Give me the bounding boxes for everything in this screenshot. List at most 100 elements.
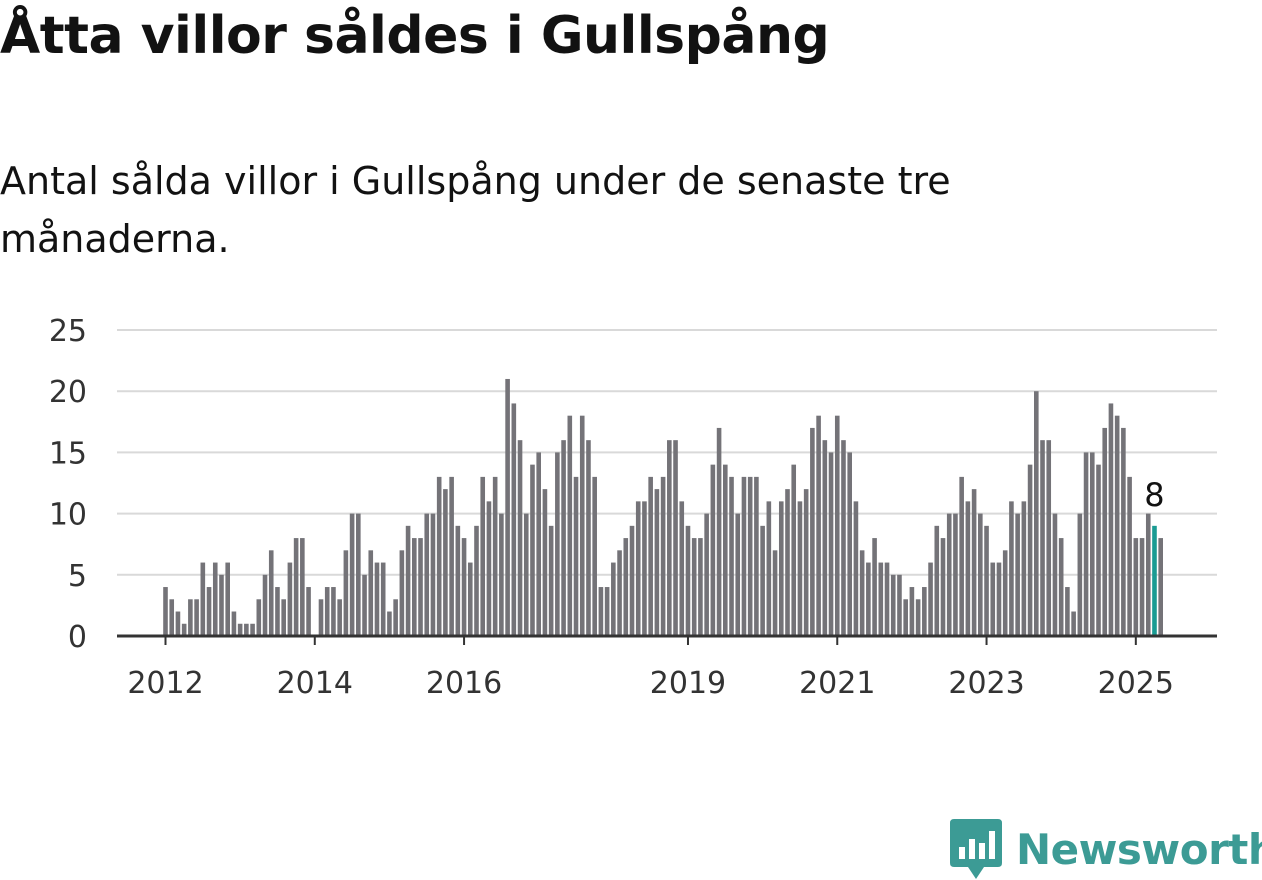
bar [206, 587, 212, 636]
bar [984, 525, 989, 636]
bar [729, 476, 734, 636]
bar [778, 501, 784, 636]
bar [163, 587, 168, 636]
bar [735, 513, 741, 636]
bar [219, 574, 224, 636]
bar [685, 525, 691, 636]
bar [841, 440, 846, 636]
x-tick-label: 2014 [277, 666, 353, 701]
bar [903, 599, 908, 636]
bar [1052, 513, 1058, 636]
bar [499, 513, 504, 636]
bar [909, 587, 915, 636]
bar [710, 464, 716, 636]
highlight-value-label: 8 [1144, 476, 1164, 514]
bar [424, 513, 430, 636]
bar [530, 464, 535, 636]
bar [1114, 415, 1120, 636]
bar [1040, 440, 1045, 636]
bar [362, 574, 367, 636]
bar [523, 513, 529, 636]
bar [548, 525, 554, 636]
bar [467, 562, 473, 636]
bar [511, 403, 517, 636]
bar [940, 538, 946, 636]
bar [915, 599, 921, 636]
bar [430, 513, 436, 636]
y-tick-label: 15 [49, 436, 87, 471]
highlight-label-group: 8 [1140, 472, 1168, 518]
bar [978, 513, 983, 636]
bar [212, 562, 218, 636]
bar [1009, 501, 1014, 636]
bar [598, 587, 604, 636]
bar [268, 550, 274, 636]
bar [542, 489, 548, 636]
y-tick-label: 20 [49, 375, 87, 410]
bar [356, 513, 361, 636]
bar [953, 513, 958, 636]
bar [374, 562, 380, 636]
bar [343, 550, 349, 636]
bar [443, 489, 448, 636]
bar [256, 599, 262, 636]
bar [723, 464, 728, 636]
bar [1046, 440, 1052, 636]
bar [349, 513, 355, 636]
bar [505, 378, 510, 636]
y-tick-label: 0 [68, 620, 87, 655]
bar [635, 501, 641, 636]
bar [1121, 427, 1126, 636]
bar [331, 587, 336, 636]
bar [691, 538, 697, 636]
bar [412, 538, 417, 636]
bar [660, 476, 666, 636]
bar [872, 538, 877, 636]
bar [866, 562, 871, 636]
bar [592, 476, 597, 636]
bar [181, 623, 187, 636]
bar [934, 525, 940, 636]
bar [1002, 550, 1008, 636]
bar [959, 476, 964, 636]
bar [741, 476, 747, 636]
x-tick-label: 2023 [948, 666, 1024, 701]
bar [387, 611, 392, 636]
bar [262, 574, 268, 636]
bar [791, 464, 797, 636]
highlight-bar [1152, 525, 1157, 636]
bar [859, 550, 865, 636]
bar [300, 538, 305, 636]
bar [878, 562, 884, 636]
bar [971, 489, 977, 636]
bar [1127, 476, 1132, 636]
bar [946, 513, 952, 636]
bar [617, 550, 622, 636]
bar [965, 501, 971, 636]
bar [175, 611, 181, 636]
bar [766, 501, 772, 636]
bar [250, 623, 255, 636]
bar [461, 538, 467, 636]
bar [231, 611, 237, 636]
bar [897, 574, 902, 636]
bar [754, 476, 759, 636]
bar [368, 550, 374, 636]
bars [163, 378, 1163, 636]
bar [200, 562, 206, 636]
bar [480, 476, 486, 636]
bar [673, 440, 678, 636]
bar [399, 550, 405, 636]
bar [1145, 513, 1151, 636]
bar [698, 538, 703, 636]
bar [293, 538, 299, 636]
bar [1034, 391, 1039, 636]
x-tick-label: 2012 [127, 666, 203, 701]
bar [648, 476, 653, 636]
bar [1077, 513, 1083, 636]
bar [1158, 538, 1163, 636]
brand-name: Newsworthy [1016, 824, 1262, 874]
bar [890, 574, 896, 636]
bar [623, 538, 629, 636]
bar [828, 452, 834, 636]
